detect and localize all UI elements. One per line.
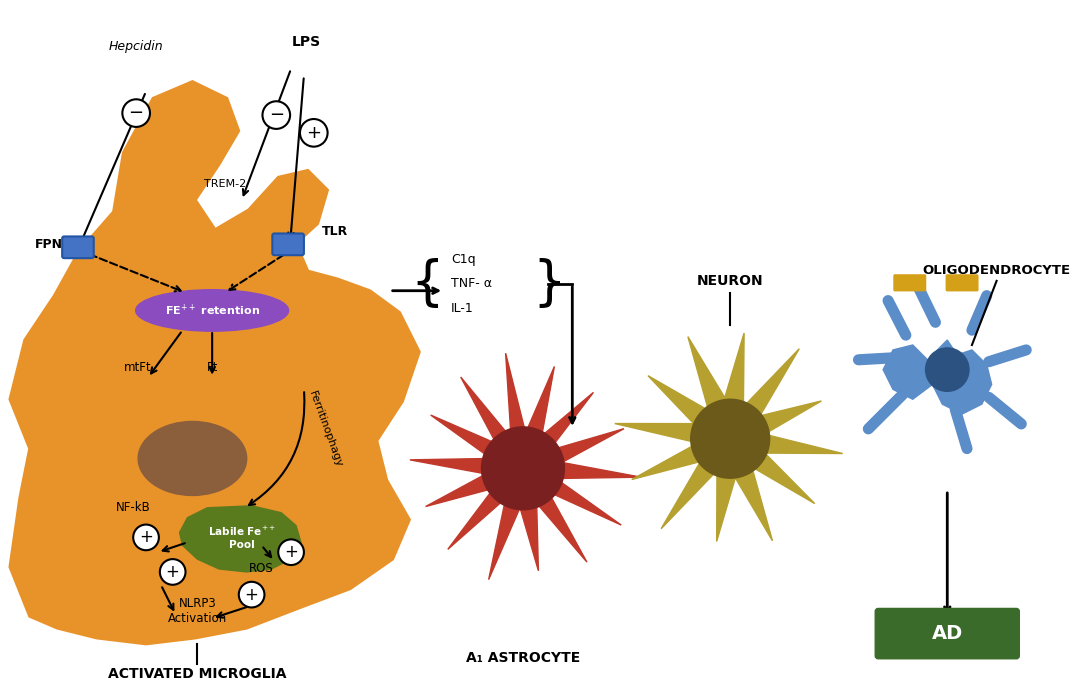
Text: A₁ ASTROCYTE: A₁ ASTROCYTE [466,651,580,665]
Text: ROS: ROS [249,563,274,575]
Text: TNF- α: TNF- α [451,277,492,290]
Text: TLR: TLR [322,225,349,238]
Text: +: + [284,544,298,561]
Text: FE$^{++}$ retention: FE$^{++}$ retention [165,303,260,318]
Circle shape [133,524,159,550]
Circle shape [481,427,565,510]
Circle shape [279,539,304,565]
Text: FPN: FPN [36,238,63,251]
FancyBboxPatch shape [62,237,93,258]
Text: Labile Fe$^{++}$
Pool: Labile Fe$^{++}$ Pool [208,525,275,550]
Text: NF-kB: NF-kB [116,502,151,515]
Text: Hepcidin: Hepcidin [108,39,164,52]
Text: {: { [411,258,444,310]
Circle shape [262,101,291,129]
Ellipse shape [136,290,288,331]
Circle shape [926,348,969,391]
Circle shape [122,99,150,127]
Text: +: + [166,563,180,581]
Text: −: − [269,106,284,124]
Text: Ferritinophagy: Ferritinophagy [307,389,344,469]
Circle shape [691,399,770,478]
Text: }: } [533,258,567,310]
Text: −: − [129,104,144,122]
Text: TREM-2: TREM-2 [204,179,246,189]
Circle shape [300,119,327,147]
FancyBboxPatch shape [272,233,304,255]
Text: +: + [307,124,321,142]
Polygon shape [10,81,420,644]
Text: NLRP3
Activation: NLRP3 Activation [168,597,227,625]
FancyBboxPatch shape [875,608,1019,659]
FancyBboxPatch shape [894,275,926,291]
Circle shape [238,582,264,608]
Ellipse shape [138,422,247,495]
Text: AD: AD [931,623,963,643]
Text: mtFt: mtFt [125,361,152,374]
Text: ACTIVATED MICROGLIA: ACTIVATED MICROGLIA [108,667,286,680]
Text: C1q: C1q [451,252,476,266]
Text: +: + [245,585,259,603]
FancyBboxPatch shape [946,275,978,291]
Polygon shape [410,353,641,579]
Polygon shape [883,340,992,414]
Circle shape [159,559,185,585]
Polygon shape [180,506,301,572]
Text: NEURON: NEURON [697,274,763,288]
Text: Ft: Ft [206,361,218,374]
Text: LPS: LPS [292,35,321,49]
Polygon shape [615,333,842,541]
Text: IL-1: IL-1 [451,302,474,315]
Text: OLIGODENDROCYTE: OLIGODENDROCYTE [922,264,1071,277]
Text: +: + [139,528,153,546]
